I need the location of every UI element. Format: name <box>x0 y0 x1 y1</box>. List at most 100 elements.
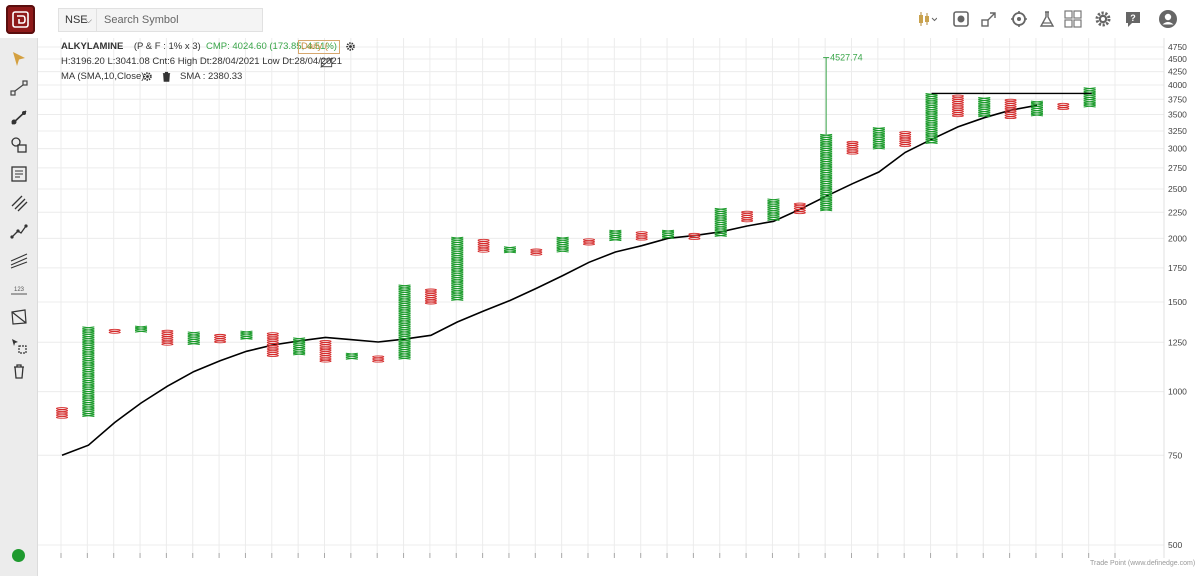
pnf-chart[interactable]: 4527.74 4750 4500 4250 4000 3750 3500 3250 3000… <box>38 38 1200 576</box>
x-mark <box>82 396 95 400</box>
x-mark <box>345 352 358 356</box>
y-tick-label: 1000 <box>1168 387 1187 397</box>
help-icon[interactable]: ? <box>1123 9 1143 29</box>
x-mark <box>1030 113 1044 117</box>
x-mark <box>398 295 411 299</box>
x-mark <box>82 390 95 393</box>
cursor-icon[interactable] <box>10 50 28 68</box>
app-logo[interactable] <box>6 5 35 34</box>
x-mark <box>82 379 95 382</box>
delete-icon[interactable] <box>10 362 28 380</box>
x-mark <box>1030 111 1044 115</box>
text-note-icon[interactable] <box>10 165 28 183</box>
candlestick-icon[interactable] <box>917 9 937 29</box>
o-mark <box>846 149 859 153</box>
trendline-icon[interactable] <box>10 79 28 97</box>
x-mark <box>978 103 991 107</box>
x-mark <box>398 350 411 354</box>
o-mark <box>214 340 227 344</box>
o-mark <box>951 94 964 98</box>
chart-settings-icon[interactable] <box>345 41 356 52</box>
visibility-off-icon[interactable] <box>320 57 333 68</box>
x-mark <box>82 335 95 338</box>
x-mark <box>451 249 464 253</box>
o-mark <box>951 96 964 100</box>
o-mark <box>214 338 227 342</box>
x-mark <box>925 141 938 144</box>
x-mark <box>978 105 991 109</box>
o-mark <box>55 411 69 415</box>
x-mark <box>978 97 991 100</box>
x-mark <box>187 342 200 346</box>
x-mark <box>820 175 833 179</box>
x-mark <box>767 216 780 219</box>
x-mark <box>820 208 833 212</box>
x-mark <box>925 97 938 100</box>
x-column <box>1083 87 1096 108</box>
account-icon[interactable] <box>1158 9 1178 29</box>
x-column <box>556 236 569 253</box>
expand-icon[interactable] <box>979 9 999 29</box>
x-mark <box>1030 109 1044 112</box>
settings-icon[interactable] <box>1093 9 1113 29</box>
o-mark <box>424 297 437 301</box>
svg-text:123: 123 <box>14 287 25 293</box>
brush-icon[interactable] <box>10 108 28 126</box>
scan-icon[interactable] <box>1009 9 1029 29</box>
o-mark <box>793 211 806 215</box>
x-mark <box>398 326 411 329</box>
x-mark <box>134 330 148 333</box>
timeframe-select[interactable]: Daily ( <box>298 40 340 54</box>
indicator-delete-icon[interactable] <box>161 71 172 82</box>
path-tool-icon[interactable] <box>10 222 28 240</box>
layout-grid-icon[interactable] <box>1063 9 1083 29</box>
o-mark <box>424 301 437 305</box>
o-column <box>793 202 806 215</box>
x-mark <box>925 114 938 118</box>
o-mark <box>477 247 490 251</box>
o-mark <box>372 359 385 363</box>
o-mark <box>266 336 279 340</box>
x-mark <box>820 195 833 199</box>
x-mark <box>714 216 727 220</box>
o-mark <box>266 334 279 338</box>
o-mark <box>214 333 227 337</box>
y-tick-label: 1500 <box>1168 297 1187 307</box>
magnet-select-icon[interactable] <box>10 337 28 355</box>
polygon-icon[interactable] <box>10 308 28 326</box>
x-mark <box>925 103 938 107</box>
measure-icon[interactable]: 123 <box>10 280 28 298</box>
screenshot-icon[interactable] <box>951 9 971 29</box>
annotations: 4527.74 <box>823 53 1092 135</box>
x-mark <box>820 153 833 157</box>
x-mark <box>820 144 833 148</box>
exchange-select[interactable]: NSE ⌵ <box>59 9 97 31</box>
o-column <box>424 288 437 305</box>
lab-icon[interactable] <box>1037 9 1057 29</box>
o-mark <box>899 135 912 139</box>
x-mark <box>398 297 411 301</box>
o-mark <box>846 151 859 155</box>
o-mark <box>1004 105 1017 109</box>
x-mark <box>820 151 833 155</box>
o-mark <box>319 353 332 356</box>
x-mark <box>820 197 833 201</box>
x-mark <box>398 313 411 316</box>
x-mark <box>451 241 464 244</box>
fibonacci-icon[interactable] <box>10 194 28 212</box>
shapes-icon[interactable] <box>10 136 28 154</box>
o-mark <box>530 252 543 256</box>
x-mark <box>240 332 253 336</box>
x-mark <box>872 144 885 148</box>
search-input[interactable] <box>98 9 264 31</box>
o-mark <box>1004 100 1017 104</box>
x-mark <box>1083 89 1096 93</box>
x-mark <box>82 407 95 411</box>
indicator-name: MA (SMA,10,Close) <box>61 71 145 82</box>
x-mark <box>556 249 569 253</box>
x-mark <box>398 306 411 310</box>
o-mark <box>582 238 596 242</box>
indicator-settings-icon[interactable] <box>142 71 153 82</box>
parallel-channel-icon[interactable] <box>10 251 28 269</box>
x-mark <box>293 348 306 352</box>
